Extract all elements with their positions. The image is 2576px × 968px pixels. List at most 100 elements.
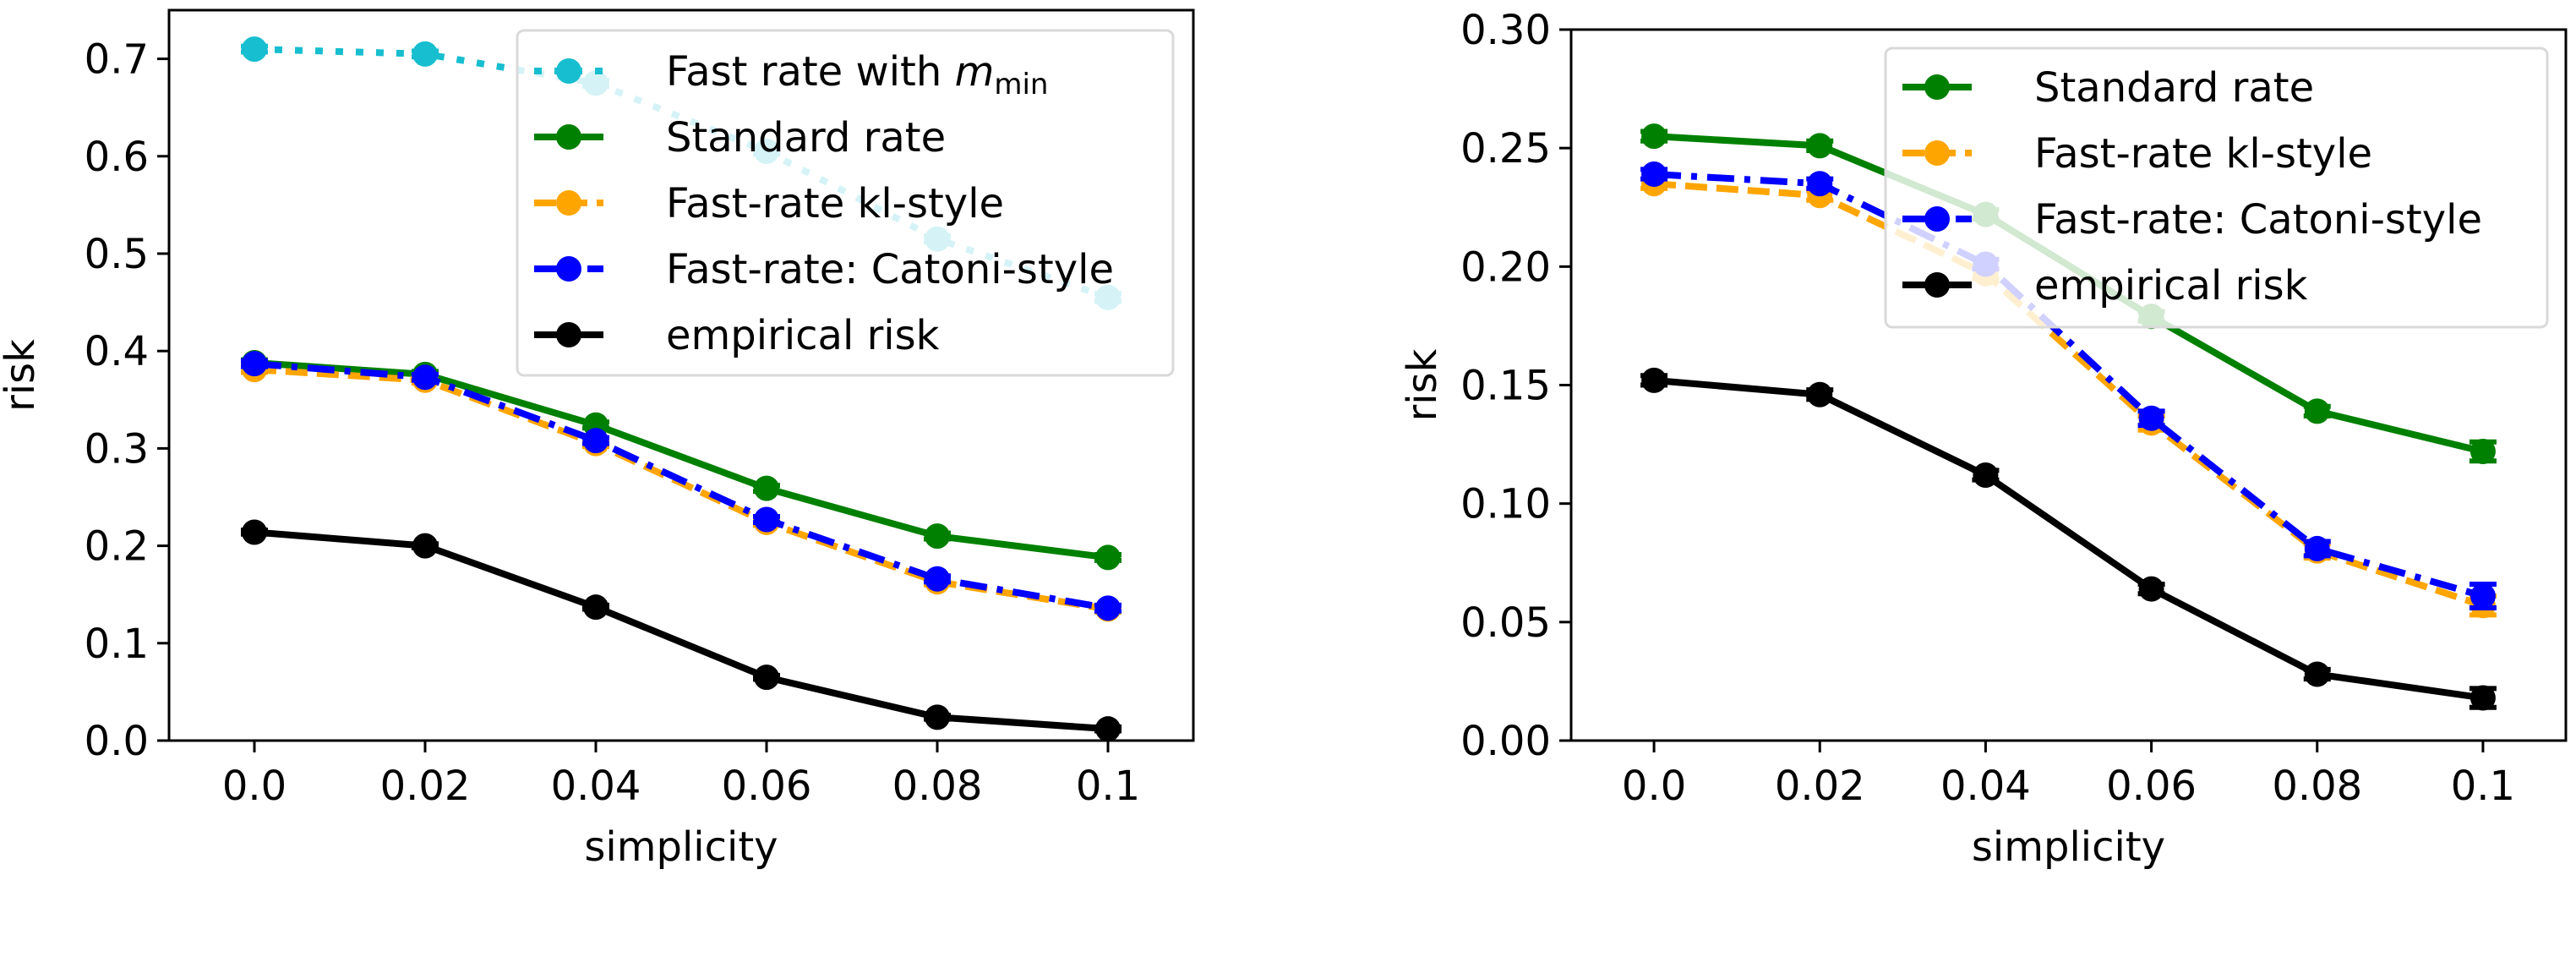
- legend-label-text: empirical risk: [666, 312, 940, 359]
- legend-marker: [1924, 206, 1950, 232]
- data-point: [2138, 405, 2164, 431]
- data-point: [242, 36, 267, 63]
- series-line: [254, 46, 1110, 301]
- data-point: [2470, 685, 2496, 711]
- y-axis-label: risk: [1399, 348, 1446, 421]
- chart-panel-2: 0.00 0.05 0.10 0.15 0.20 0.25 0.30 0.0 0.02 0.04 0…: [1399, 7, 2568, 871]
- legend: Fast rate with mmin Standard rate Fast-rat…: [516, 29, 1175, 377]
- data-point: [583, 594, 609, 621]
- series-line: [254, 360, 1109, 612]
- legend-marker: [556, 322, 581, 347]
- data-point: [1095, 544, 1121, 571]
- legend-label-variable: m: [955, 48, 995, 96]
- data-point: [2470, 438, 2496, 464]
- x-tick-label: 0.08: [892, 763, 983, 810]
- x-tick-label: 0.1: [1076, 763, 1140, 810]
- legend: Standard rate Fast-rate kl-style Fast-rate…: [1884, 46, 2549, 329]
- data-point: [242, 351, 267, 377]
- y-tick-label: 0.3: [85, 425, 149, 473]
- series-empirical-risk: [1640, 367, 2497, 711]
- y-tick-label: 0.1: [85, 621, 149, 668]
- data-point: [1641, 123, 1667, 150]
- y-tick-label: 0.15: [1460, 363, 1551, 410]
- series-empirical-risk: [241, 519, 1122, 742]
- chart-panel-1: 0.0 0.1 0.2 0.3 0.4 0.5 0.6 0.7 0.0 0.02 0.04 0.06 0…: [0, 8, 1195, 871]
- x-tick-label: 0.02: [1775, 763, 1865, 810]
- series-line: [1653, 171, 2485, 599]
- data-point: [2470, 582, 2496, 609]
- data-point: [412, 41, 438, 67]
- data-point: [2138, 576, 2164, 602]
- y-tick-label: 0.20: [1460, 243, 1551, 291]
- data-point: [1807, 171, 1833, 197]
- legend-label: Fast-rate: Catoni-style: [2034, 196, 2482, 243]
- x-tick-label: 0.04: [1940, 763, 2031, 810]
- x-tick-label: 0.06: [2106, 763, 2197, 810]
- legend-label: Standard rate: [666, 114, 946, 161]
- legend-label-text: Fast rate with: [666, 48, 955, 96]
- legend-marker: [556, 58, 581, 84]
- legend-label-text: Standard rate: [2034, 64, 2314, 112]
- y-tick-label: 0.0: [85, 718, 149, 765]
- data-point: [242, 519, 267, 545]
- series-line: [1653, 376, 2484, 702]
- legend-label: empirical risk: [2034, 262, 2308, 309]
- x-tick-label: 0.0: [222, 763, 287, 810]
- legend-label-text: empirical risk: [2034, 262, 2308, 309]
- data-point: [412, 533, 438, 559]
- series-line: [254, 366, 1109, 613]
- data-point: [412, 364, 438, 391]
- legend-label-subscript: min: [994, 68, 1048, 101]
- legend-label: Fast-rate kl-style: [2034, 130, 2372, 178]
- series-line: [1653, 180, 2485, 610]
- y-tick-label: 0.7: [85, 36, 149, 84]
- y-tick-label: 0.4: [85, 328, 149, 375]
- y-tick-label: 0.30: [1460, 7, 1551, 54]
- data-point: [2304, 535, 2330, 561]
- legend-marker: [556, 124, 581, 150]
- legend-label-text: Standard rate: [666, 114, 946, 161]
- legend-marker: [1924, 140, 1950, 166]
- legend-marker: [556, 190, 581, 216]
- legend-marker: [1924, 74, 1950, 100]
- x-tick-label: 0.08: [2272, 763, 2362, 810]
- legend-marker: [556, 256, 581, 282]
- series-standard-rate: [241, 350, 1122, 571]
- y-tick-label: 0.25: [1460, 125, 1551, 172]
- legend-box: [1884, 46, 2549, 329]
- data-point: [1641, 367, 1667, 393]
- x-axis-label: simplicity: [584, 823, 778, 871]
- x-tick-label: 0.06: [722, 763, 812, 810]
- legend-label-text: Fast-rate: Catoni-style: [666, 246, 1114, 293]
- data-point: [1973, 462, 1999, 489]
- data-point: [925, 704, 950, 730]
- series-fast-rate-kl-style: [241, 357, 1122, 622]
- legend-box: [516, 29, 1175, 377]
- data-point: [925, 566, 950, 592]
- data-point: [2304, 661, 2330, 687]
- data-point: [1641, 161, 1667, 188]
- legend-label: Standard rate: [2034, 64, 2314, 112]
- x-tick-label: 0.02: [380, 763, 471, 810]
- x-tick-label: 0.04: [551, 763, 641, 810]
- x-axis-label: simplicity: [1972, 823, 2165, 871]
- series-line: [254, 528, 1109, 733]
- plot-frame: [1569, 28, 2568, 742]
- y-tick-label: 0.2: [85, 523, 149, 571]
- series-fast-rate-catoni-style: [241, 351, 1122, 621]
- y-tick-label: 0.6: [85, 134, 149, 181]
- legend-label: empirical risk: [666, 312, 940, 359]
- data-point: [754, 664, 779, 691]
- legend-label: Fast-rate: Catoni-style: [666, 246, 1114, 293]
- data-point: [754, 475, 779, 501]
- x-tick-label: 0.0: [1622, 763, 1686, 810]
- y-tick-label: 0.10: [1460, 481, 1551, 528]
- data-point: [1095, 595, 1121, 621]
- data-point: [2304, 398, 2330, 424]
- data-point: [925, 523, 950, 550]
- data-point: [583, 428, 609, 454]
- y-axis-label: risk: [0, 339, 44, 412]
- data-point: [1095, 716, 1121, 742]
